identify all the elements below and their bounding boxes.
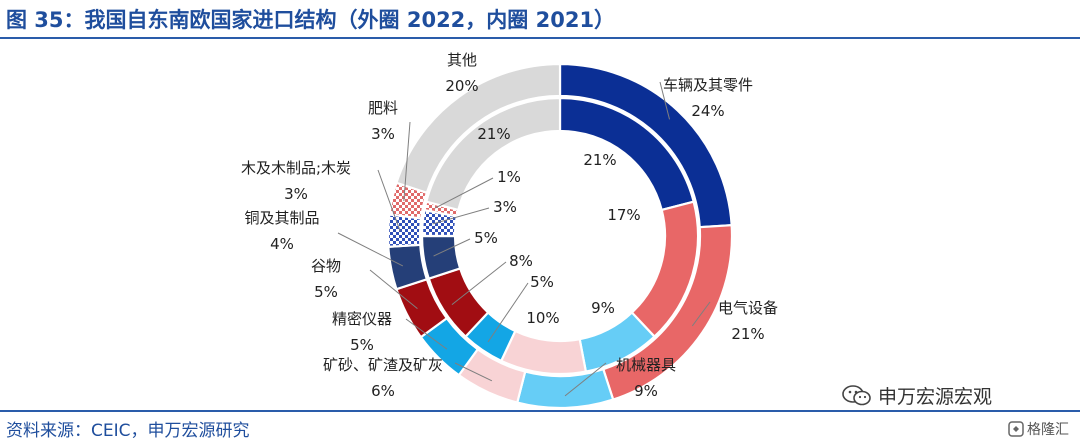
outer-label-name-1: 电气设备 — [718, 299, 778, 317]
outer-label-pct-4: 5% — [350, 336, 374, 354]
bottom-divider — [0, 410, 1080, 412]
page-title: 图 35：我国自东南欧国家进口结构（外圈 2022，内圈 2021） — [6, 8, 616, 32]
outer-label-name-3: 矿砂、矿渣及矿灰 — [323, 356, 443, 374]
inner-label-5: 8% — [509, 252, 533, 270]
outer-label-pct-2: 9% — [634, 382, 658, 400]
inner-label-3: 10% — [526, 309, 559, 327]
gelonghui-logo-icon — [1008, 421, 1024, 437]
outer-label-name-4: 精密仪器 — [332, 310, 392, 328]
outer-label-name-9: 其他 — [447, 51, 477, 69]
donut-chart: 21% 17% 9% 10% 5% 8% 5% 3% 1% 21% 车辆及其零件 24% 电气设备 21%… — [241, 51, 778, 410]
outer-label-pct-0: 24% — [691, 102, 724, 120]
inner-label-1: 17% — [607, 206, 640, 224]
outer-label-name-5: 谷物 — [311, 257, 341, 275]
inner-label-4: 5% — [530, 273, 554, 291]
outer-label-pct-1: 21% — [731, 325, 764, 343]
outer-label-name-7: 木及木制品;木炭 — [241, 159, 351, 177]
outer-label-pct-5: 5% — [314, 283, 338, 301]
outer-label-name-6: 铜及其制品 — [244, 209, 319, 227]
watermark-text: 申万宏源宏观 — [878, 386, 993, 408]
outer-label-name-0: 车辆及其零件 — [663, 76, 753, 94]
outer-label-pct-6: 4% — [270, 235, 294, 253]
inner-label-7: 3% — [493, 198, 517, 216]
inner-label-6: 5% — [474, 229, 498, 247]
source-note: 资料来源：CEIC，申万宏源研究 — [6, 421, 250, 441]
watermark: 申万宏源宏观 — [842, 382, 992, 409]
wechat-icon — [842, 384, 871, 405]
inner-label-9: 21% — [477, 125, 510, 143]
outer-slice-9 — [395, 62, 562, 195]
outer-slice-7 — [386, 213, 423, 248]
outer-label-pct-9: 20% — [445, 77, 478, 95]
outer-label-name-8: 肥料 — [368, 99, 398, 117]
top-divider — [0, 37, 1080, 39]
outer-label-pct-3: 6% — [371, 382, 395, 400]
outer-label-name-2: 机械器具 — [616, 356, 676, 374]
inner-label-2: 9% — [591, 299, 615, 317]
brand-logo: 格隆汇 — [1008, 419, 1069, 439]
brand-text: 格隆汇 — [1027, 422, 1069, 438]
inner-slice-9 — [424, 96, 562, 212]
inner-label-0: 21% — [583, 151, 616, 169]
outer-label-pct-7: 3% — [284, 185, 308, 203]
outer-label-pct-8: 3% — [371, 125, 395, 143]
inner-label-8: 1% — [497, 168, 521, 186]
